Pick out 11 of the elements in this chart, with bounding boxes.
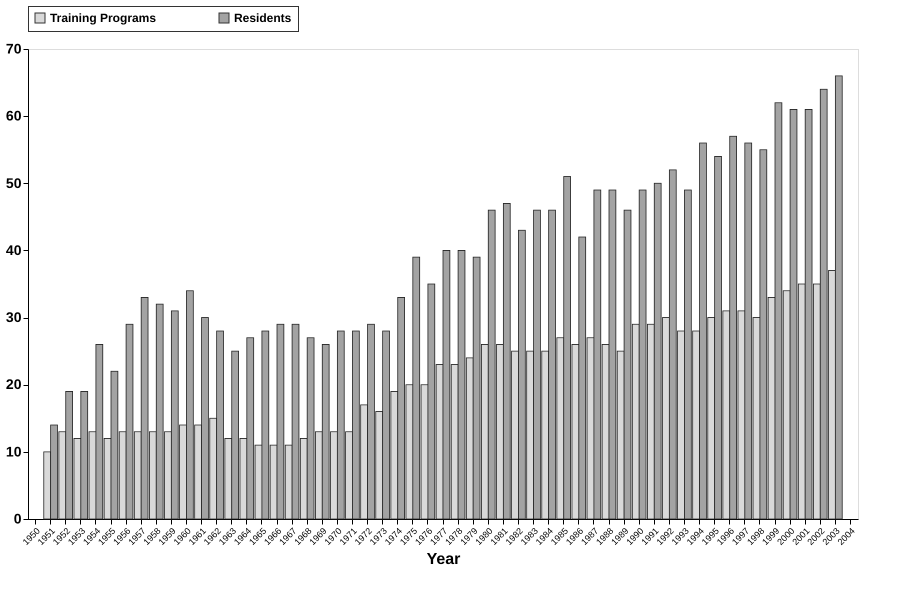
legend-label: Residents (234, 11, 292, 25)
legend-label: Training Programs (50, 11, 156, 25)
y-tick-label: 20 (6, 376, 22, 392)
y-tick-label: 30 (6, 309, 22, 326)
y-tick-label: 50 (6, 174, 22, 191)
y-tick-label: 10 (6, 443, 22, 460)
y-tick-label: 0 (14, 510, 22, 526)
y-tick-label: 60 (6, 108, 22, 124)
y-tick-label: 70 (6, 40, 22, 56)
x-axis-title: Year (426, 551, 460, 568)
y-tick-label: 40 (6, 242, 22, 258)
